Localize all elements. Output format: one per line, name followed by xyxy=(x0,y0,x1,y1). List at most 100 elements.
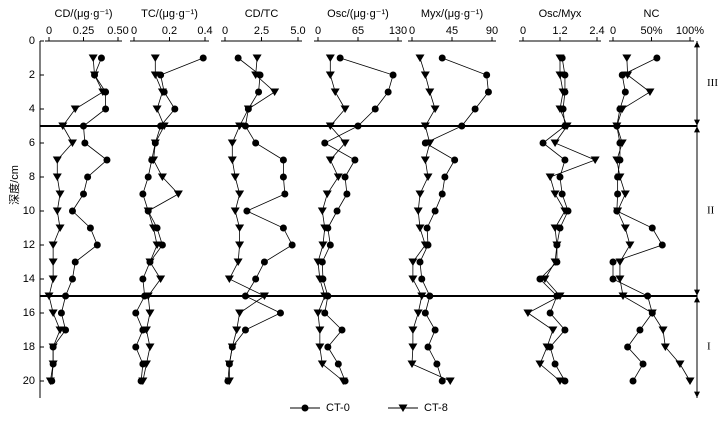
data-point xyxy=(615,258,625,266)
x-tick-label: 65 xyxy=(352,25,364,37)
data-point xyxy=(44,292,54,300)
data-point xyxy=(545,173,555,181)
data-point xyxy=(621,88,629,96)
data-point xyxy=(555,71,565,79)
data-point xyxy=(340,139,350,147)
x-tick-label: 0 xyxy=(409,25,415,37)
data-point xyxy=(550,258,560,266)
data-point xyxy=(145,258,155,266)
panel-title: Osc/(μg·g⁻¹) xyxy=(327,8,389,20)
data-point xyxy=(629,377,637,385)
data-point xyxy=(420,71,430,79)
data-point xyxy=(227,343,237,351)
data-point xyxy=(152,241,162,249)
data-point xyxy=(438,54,446,62)
data-point xyxy=(224,360,234,368)
data-point xyxy=(48,241,58,249)
data-point xyxy=(416,258,424,266)
data-point xyxy=(542,343,552,351)
x-tick-label: 0 xyxy=(222,25,228,37)
data-point xyxy=(389,71,397,79)
y-tick-label: 0 xyxy=(29,35,35,47)
data-point xyxy=(438,190,446,198)
data-point xyxy=(685,377,695,385)
data-point xyxy=(48,258,58,266)
data-point xyxy=(235,122,245,130)
data-point xyxy=(145,309,155,317)
data-point xyxy=(159,122,169,130)
data-point xyxy=(139,190,147,198)
x-tick-label: 0 xyxy=(131,25,137,37)
data-point xyxy=(48,275,58,283)
data-point xyxy=(235,309,245,317)
data-point xyxy=(418,275,426,283)
data-point xyxy=(279,173,287,181)
data-point xyxy=(288,241,296,249)
data-point xyxy=(138,377,148,385)
data-point xyxy=(81,139,89,147)
data-point xyxy=(241,326,249,334)
y-tick-label: 4 xyxy=(29,103,35,115)
data-point xyxy=(326,241,334,249)
y-tick-label: 20 xyxy=(23,375,35,387)
data-point xyxy=(426,292,434,300)
data-point xyxy=(235,241,245,249)
data-point xyxy=(318,241,328,249)
data-point xyxy=(420,122,430,130)
data-point xyxy=(523,309,533,317)
data-point xyxy=(252,54,262,62)
data-point xyxy=(68,207,76,215)
data-point xyxy=(70,105,80,113)
data-point xyxy=(62,326,70,334)
x-tick-label: 0 xyxy=(315,25,321,37)
data-point xyxy=(224,275,234,283)
y-tick-label: 12 xyxy=(23,239,35,251)
data-point xyxy=(321,139,329,147)
data-point xyxy=(259,292,269,300)
data-point xyxy=(313,258,323,266)
y-tick-label: 6 xyxy=(29,137,35,149)
data-point xyxy=(423,224,431,232)
y-tick-label: 18 xyxy=(23,341,35,353)
data-point xyxy=(320,224,330,232)
data-point xyxy=(550,224,560,232)
data-point xyxy=(241,122,249,130)
data-point xyxy=(88,54,98,62)
data-point xyxy=(408,326,418,334)
data-point xyxy=(660,343,670,351)
data-point xyxy=(143,292,153,300)
data-point xyxy=(67,139,77,147)
data-point xyxy=(86,224,94,232)
data-point xyxy=(408,343,418,351)
data-point xyxy=(227,139,237,147)
data-point xyxy=(232,326,242,334)
data-point xyxy=(645,88,655,96)
data-point xyxy=(425,88,435,96)
data-point xyxy=(80,122,87,130)
data-point xyxy=(555,292,565,300)
x-tick-label: 2.4 xyxy=(589,25,604,37)
data-point xyxy=(540,275,550,283)
data-point xyxy=(45,377,55,385)
data-point xyxy=(420,241,430,249)
data-point xyxy=(157,173,167,181)
data-point xyxy=(639,360,647,368)
data-point xyxy=(371,105,379,113)
data-point xyxy=(144,173,152,181)
data-point xyxy=(150,54,160,62)
data-point xyxy=(550,190,560,198)
data-point xyxy=(157,71,165,79)
data-point xyxy=(255,88,263,96)
zone-label: I xyxy=(707,341,711,353)
data-point xyxy=(102,105,110,113)
data-point xyxy=(321,309,329,317)
data-point xyxy=(614,190,622,198)
legend-label: CT-8 xyxy=(424,402,448,414)
data-point xyxy=(52,156,62,164)
data-point xyxy=(336,54,344,62)
data-point xyxy=(52,173,62,181)
data-point xyxy=(590,156,600,164)
data-point xyxy=(417,292,427,300)
data-point xyxy=(483,71,491,79)
data-point xyxy=(415,190,425,198)
